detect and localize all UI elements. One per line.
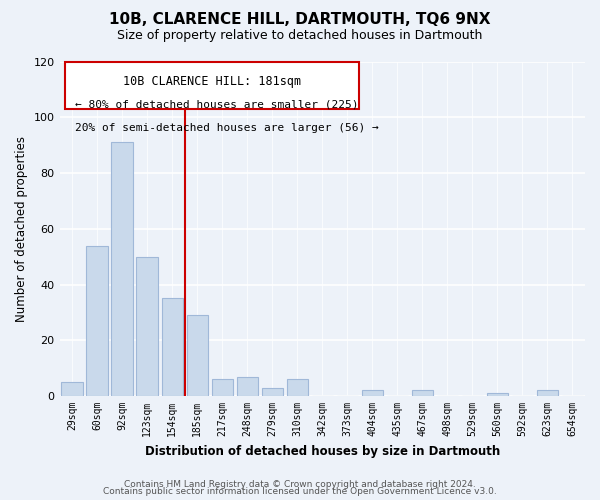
Bar bbox=[537, 390, 558, 396]
Bar bbox=[212, 380, 233, 396]
Bar bbox=[236, 376, 258, 396]
Bar bbox=[287, 380, 308, 396]
Text: Contains HM Land Registry data © Crown copyright and database right 2024.: Contains HM Land Registry data © Crown c… bbox=[124, 480, 476, 489]
Bar bbox=[362, 390, 383, 396]
Bar bbox=[187, 315, 208, 396]
Text: 10B CLARENCE HILL: 181sqm: 10B CLARENCE HILL: 181sqm bbox=[123, 75, 301, 88]
Bar bbox=[136, 256, 158, 396]
Bar bbox=[262, 388, 283, 396]
X-axis label: Distribution of detached houses by size in Dartmouth: Distribution of detached houses by size … bbox=[145, 444, 500, 458]
Text: 20% of semi-detached houses are larger (56) →: 20% of semi-detached houses are larger (… bbox=[76, 124, 379, 134]
Bar bbox=[412, 390, 433, 396]
Text: Size of property relative to detached houses in Dartmouth: Size of property relative to detached ho… bbox=[118, 29, 482, 42]
Bar bbox=[61, 382, 83, 396]
Bar bbox=[487, 394, 508, 396]
FancyBboxPatch shape bbox=[65, 62, 359, 109]
Text: ← 80% of detached houses are smaller (225): ← 80% of detached houses are smaller (22… bbox=[76, 100, 359, 110]
Bar bbox=[86, 246, 108, 396]
Text: 10B, CLARENCE HILL, DARTMOUTH, TQ6 9NX: 10B, CLARENCE HILL, DARTMOUTH, TQ6 9NX bbox=[109, 12, 491, 28]
Y-axis label: Number of detached properties: Number of detached properties bbox=[15, 136, 28, 322]
Bar bbox=[112, 142, 133, 396]
Text: Contains public sector information licensed under the Open Government Licence v3: Contains public sector information licen… bbox=[103, 488, 497, 496]
Bar bbox=[161, 298, 183, 396]
